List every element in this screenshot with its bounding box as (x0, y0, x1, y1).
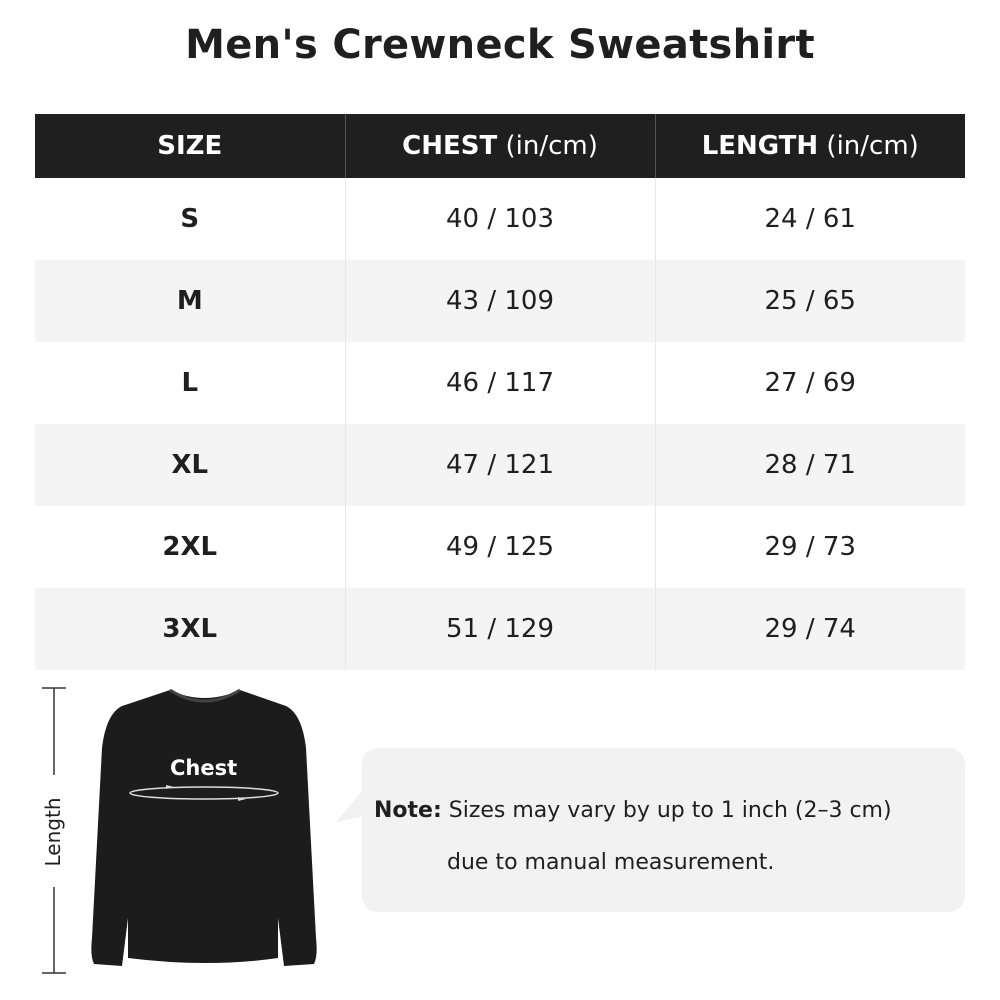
chest-cell: 40 / 103 (345, 178, 656, 260)
length-cell: 29 / 74 (655, 588, 965, 670)
table-row: S 40 / 103 24 / 61 (35, 178, 965, 260)
header-chest: CHEST (in/cm) (345, 114, 656, 178)
note-line-2: due to manual measurement. (447, 850, 775, 875)
chest-cell: 47 / 121 (345, 424, 656, 506)
note-line-1: Note: Sizes may vary by up to 1 inch (2–… (374, 798, 892, 823)
size-cell: 2XL (35, 506, 346, 588)
table-row: L 46 / 117 27 / 69 (35, 342, 965, 424)
header-size: SIZE (35, 114, 346, 178)
chest-cell: 46 / 117 (345, 342, 656, 424)
size-cell: XL (35, 424, 346, 506)
chest-cell: 43 / 109 (345, 260, 656, 342)
bubble-tail (336, 786, 366, 822)
length-cell: 27 / 69 (764, 368, 856, 398)
size-cell: M (35, 260, 346, 342)
length-cell: 29 / 73 (764, 532, 856, 562)
size-cell: S (35, 178, 346, 260)
length-cell: 25 / 65 (655, 260, 965, 342)
page-title: Men's Crewneck Sweatshirt (185, 22, 815, 68)
note-bubble (362, 748, 965, 912)
length-cell: 24 / 61 (764, 204, 856, 234)
table-row: 2XL 49 / 125 29 / 73 (35, 506, 965, 588)
table-row: M 43 / 109 25 / 65 (35, 260, 965, 342)
table-row: 3XL 51 / 129 29 / 74 (35, 588, 965, 670)
length-label: Length (41, 797, 65, 867)
header-label: LENGTH (701, 131, 819, 161)
chest-label: Chest (170, 756, 238, 780)
size-cell: 3XL (35, 588, 346, 670)
sweatshirt-image (91, 688, 317, 966)
header-length: LENGTH (in/cm) (655, 114, 965, 178)
header-label: CHEST (402, 131, 498, 161)
table-header-row: SIZE CHEST (in/cm) LENGTH (in/cm) (35, 114, 965, 178)
header-label: SIZE (157, 131, 223, 161)
note-text-1: Sizes may vary by up to 1 inch (2–3 cm) (441, 798, 892, 823)
length-cell: 28 / 71 (655, 424, 965, 506)
header-unit: (in/cm) (497, 131, 598, 161)
size-chart-table: SIZE CHEST (in/cm) LENGTH (in/cm) S 40 / … (35, 114, 965, 670)
table-row: XL 47 / 121 28 / 71 (35, 424, 965, 506)
length-measure-line (42, 687, 66, 974)
note-label: Note: (374, 798, 442, 823)
header-unit: (in/cm) (818, 131, 919, 161)
chest-cell: 51 / 129 (345, 588, 656, 670)
size-cell: L (35, 342, 346, 424)
chest-cell: 49 / 125 (345, 506, 656, 588)
